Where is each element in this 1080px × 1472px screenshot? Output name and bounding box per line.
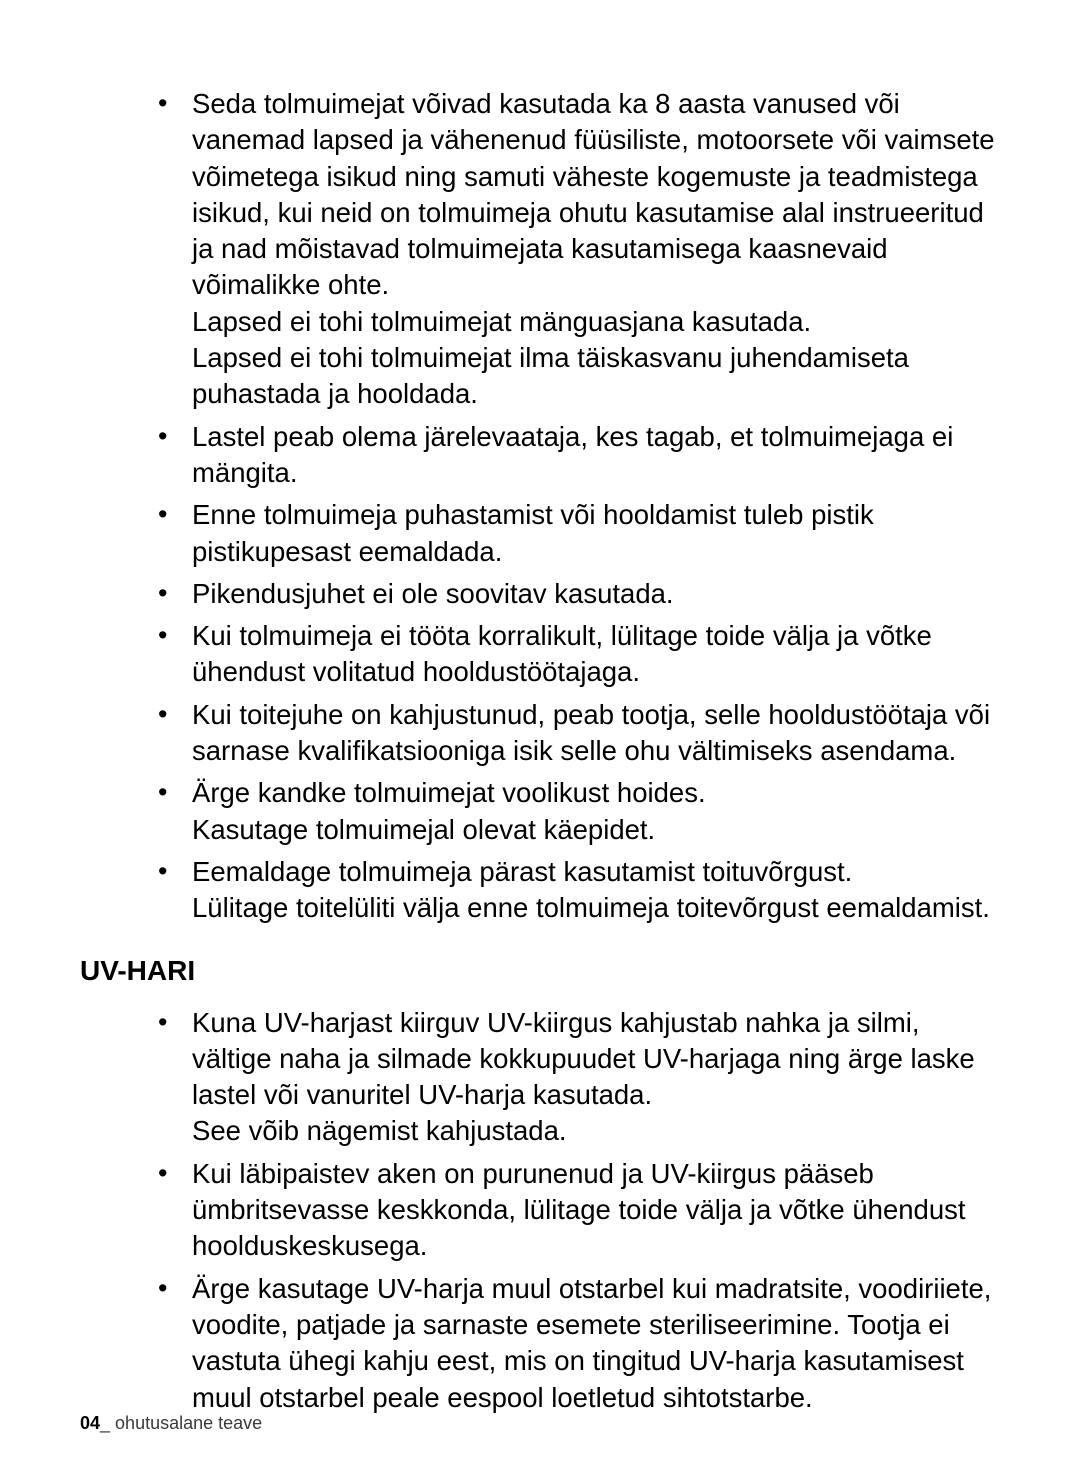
list-item-text: Lastel peab olema järelevaataja, kes tag… (192, 421, 953, 488)
list-item: Kui tolmuimeja ei tööta korralikult, lül… (158, 618, 1000, 691)
list-item: Ärge kasutage UV-harja muul otstarbel ku… (158, 1271, 1000, 1416)
list-item: Kui toitejuhe on kahjustunud, peab tootj… (158, 697, 1000, 770)
list-item-text: Ärge kasutage UV-harja muul otstarbel ku… (192, 1273, 991, 1413)
page-footer: 04_ ohutusalane teave (80, 1413, 262, 1434)
footer-section-label: _ ohutusalane teave (100, 1413, 262, 1433)
list-item: Kui läbipaistev aken on purunenud ja UV-… (158, 1156, 1000, 1265)
list-item-text: Pikendusjuhet ei ole soovitav kasutada. (192, 578, 674, 609)
list-item: Seda tolmuimejat võivad kasutada ka 8 aa… (158, 86, 1000, 413)
list-item: Kuna UV-harjast kiirguv UV-kiirgus kahju… (158, 1005, 1000, 1150)
page-number: 04 (80, 1413, 100, 1433)
list-item-text: Kui läbipaistev aken on purunenud ja UV-… (192, 1158, 966, 1262)
list-item: Lastel peab olema järelevaataja, kes tag… (158, 419, 1000, 492)
list-item-text: Kui tolmuimeja ei tööta korralikult, lül… (192, 620, 932, 687)
list-item: Pikendusjuhet ei ole soovitav kasutada. (158, 576, 1000, 612)
safety-list-2: Kuna UV-harjast kiirguv UV-kiirgus kahju… (80, 1005, 1000, 1416)
list-item-text: Eemaldage tolmuimeja pärast kasutamist t… (192, 856, 990, 923)
list-item-text: Enne tolmuimeja puhastamist või hooldami… (192, 499, 874, 566)
list-item-text: Kuna UV-harjast kiirguv UV-kiirgus kahju… (192, 1007, 975, 1147)
safety-list-1: Seda tolmuimejat võivad kasutada ka 8 aa… (80, 86, 1000, 927)
list-item: Eemaldage tolmuimeja pärast kasutamist t… (158, 854, 1000, 927)
list-item-text: Seda tolmuimejat võivad kasutada ka 8 aa… (192, 88, 995, 409)
section-heading-uv-hari: UV-HARI (80, 955, 1000, 987)
list-item: Ärge kandke tolmuimejat voolikust hoides… (158, 775, 1000, 848)
list-item-text: Kui toitejuhe on kahjustunud, peab tootj… (192, 699, 990, 766)
list-item-text: Ärge kandke tolmuimejat voolikust hoides… (192, 777, 706, 844)
list-item: Enne tolmuimeja puhastamist või hooldami… (158, 497, 1000, 570)
